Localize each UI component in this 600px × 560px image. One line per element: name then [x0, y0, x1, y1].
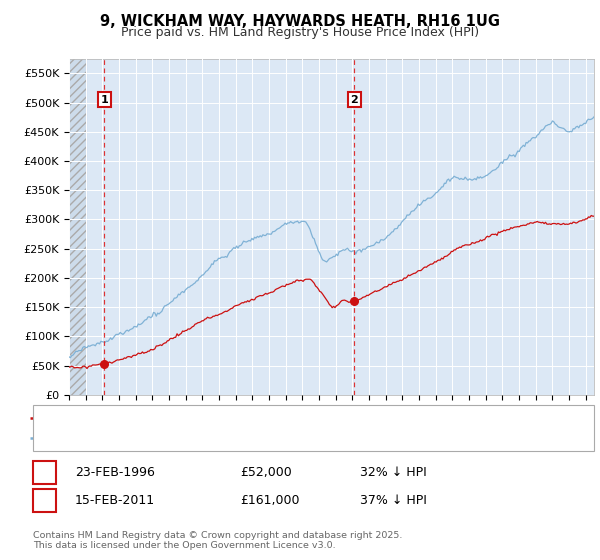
Text: Contains HM Land Registry data © Crown copyright and database right 2025.
This d: Contains HM Land Registry data © Crown c… [33, 531, 403, 550]
Text: 9, WICKHAM WAY, HAYWARDS HEATH, RH16 1UG (semi-detached house): 9, WICKHAM WAY, HAYWARDS HEATH, RH16 1UG… [69, 413, 466, 423]
Text: 37% ↓ HPI: 37% ↓ HPI [360, 494, 427, 507]
Text: 32% ↓ HPI: 32% ↓ HPI [360, 466, 427, 479]
Text: 1: 1 [100, 95, 108, 105]
Text: 2: 2 [350, 95, 358, 105]
Text: 15-FEB-2011: 15-FEB-2011 [75, 494, 155, 507]
Text: 2: 2 [40, 494, 49, 507]
Text: £52,000: £52,000 [240, 466, 292, 479]
Text: 1: 1 [40, 466, 49, 479]
Text: 9, WICKHAM WAY, HAYWARDS HEATH, RH16 1UG: 9, WICKHAM WAY, HAYWARDS HEATH, RH16 1UG [100, 14, 500, 29]
Text: Price paid vs. HM Land Registry's House Price Index (HPI): Price paid vs. HM Land Registry's House … [121, 26, 479, 39]
Text: £161,000: £161,000 [240, 494, 299, 507]
Text: 23-FEB-1996: 23-FEB-1996 [75, 466, 155, 479]
Text: HPI: Average price, semi-detached house, Mid Sussex: HPI: Average price, semi-detached house,… [69, 433, 362, 443]
